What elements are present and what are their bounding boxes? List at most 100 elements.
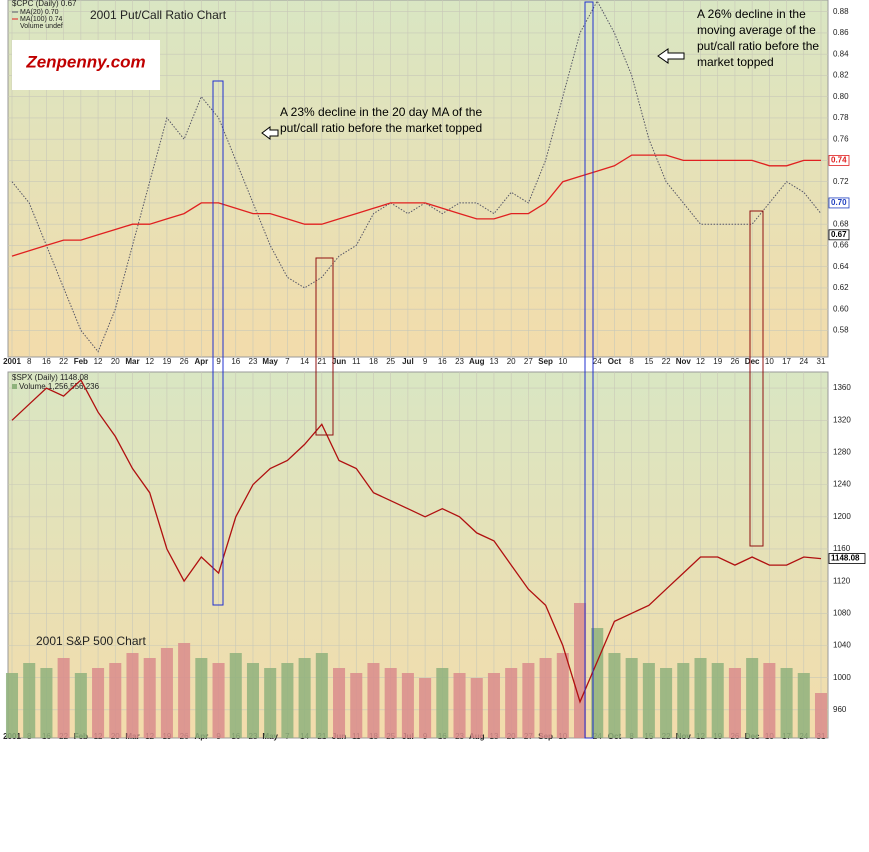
volume-bar [350,673,363,738]
volume-bar [143,658,156,738]
y-tick-label: 0.88 [833,7,849,16]
y-tick-label: 1240 [833,480,851,489]
volume-bar [40,668,53,738]
y-tick-label: 0.76 [833,134,849,143]
y-tick-label: 0.82 [833,71,849,80]
volume-bar [505,668,518,738]
volume-bar [436,668,449,738]
volume-bar [677,663,690,738]
legend-swatch [12,384,17,389]
legend-entry: Volume 1,256,556,236 [19,382,100,391]
volume-bar [367,663,380,738]
chart-title: 2001 Put/Call Ratio Chart [90,8,227,22]
volume-bar [814,693,828,738]
volume-bar [573,603,587,738]
value-marker [828,197,850,209]
x-tick-label: Jul [402,357,414,366]
x-tick-label: 26 [730,357,739,366]
volume-bar [92,668,105,738]
x-tick-label: 9 [216,357,221,366]
value-marker [828,229,850,241]
legend-entry: Volume undef [20,23,63,30]
value-marker-label: 0.67 [831,230,847,239]
x-tick-label: 16 [438,357,447,366]
volume-bar [763,663,776,738]
volume-bar [212,663,225,738]
volume-bar [160,648,173,738]
x-tick-label: 7 [285,357,290,366]
x-tick-label: Oct [608,357,622,366]
header: $SPX (Daily) 1148.08 [12,373,89,382]
chart-title: 2001 S&P 500 Chart [36,634,147,648]
value-marker [828,553,866,564]
y-tick-label: 1120 [833,576,851,585]
y-tick-label: 0.66 [833,241,849,250]
x-tick-label: 22 [59,357,68,366]
header: $CPC (Daily) 0.67 [12,0,77,8]
volume-bar [470,678,483,738]
y-tick-label: 0.60 [833,304,849,313]
x-tick-label: 12 [696,357,705,366]
volume-bar [74,673,87,738]
volume-bar [126,653,139,738]
line [11,154,821,257]
x-tick-label: 31 [817,357,826,366]
x-tick-label: 20 [111,357,120,366]
y-tick-label: 960 [833,705,847,714]
y-tick-label: 0.72 [833,177,849,186]
x-tick-label: 23 [249,357,258,366]
y-tick-label: 0.86 [833,28,849,37]
y-tick-label: 1280 [833,448,851,457]
x-tick-label: Mar [125,357,139,366]
volume-bar [780,668,793,738]
x-tick-label: Dec [745,357,760,366]
x-tick-label: 10 [765,357,774,366]
x-tick-label: 16 [42,357,51,366]
x-tick-label: 15 [644,357,653,366]
highlight-box [749,210,764,547]
x-tick-label: 19 [162,357,171,366]
y-tick-label: 0.62 [833,283,849,292]
x-tick-label: 11 [352,357,361,366]
y-tick-label: 1320 [833,415,851,424]
x-tick-label: 24 [593,357,602,366]
y-tick-label: 0.80 [833,92,849,101]
volume-bar [281,663,294,738]
volume-bar [5,673,19,738]
x-tick-label: 12 [94,357,103,366]
x-tick-label: 16 [231,357,240,366]
volume-bar [797,673,810,738]
x-tick-label: 24 [799,357,808,366]
volume-bar [539,658,552,738]
x-tick-label: Apr [194,357,208,366]
x-tick-label: Jun [332,357,346,366]
highlight-box [212,80,224,606]
volume-bar [694,658,707,738]
value-marker-label: 0.74 [831,156,847,165]
x-tick-label: 9 [423,357,428,366]
volume-bar [522,663,535,738]
value-marker [828,155,850,166]
x-tick-label: Aug [469,357,485,366]
volume-bar [625,658,638,738]
y-tick-label: 0.84 [833,49,849,58]
annotation-box: A 26% decline in the moving average of t… [697,7,819,69]
volume-bar [246,663,260,738]
volume-bar [229,653,242,738]
x-tick-label: 10 [558,357,567,366]
x-tick-label: Nov [676,357,692,366]
x-tick-label: 19 [713,357,722,366]
highlight-box [315,257,334,436]
volume-bar [315,653,328,738]
volume-bar [264,668,277,738]
volume-bar [419,678,432,738]
y-tick-label: 1000 [833,673,851,682]
legend-entry: MA(20) 0.70 [20,9,59,16]
y-tick-label: 1160 [833,544,851,553]
volume-bar [384,668,397,738]
y-tick-label: 0.78 [833,113,849,122]
volume-bar [746,658,759,738]
volume-bar [487,673,500,738]
x-tick-label: Feb [74,357,88,366]
